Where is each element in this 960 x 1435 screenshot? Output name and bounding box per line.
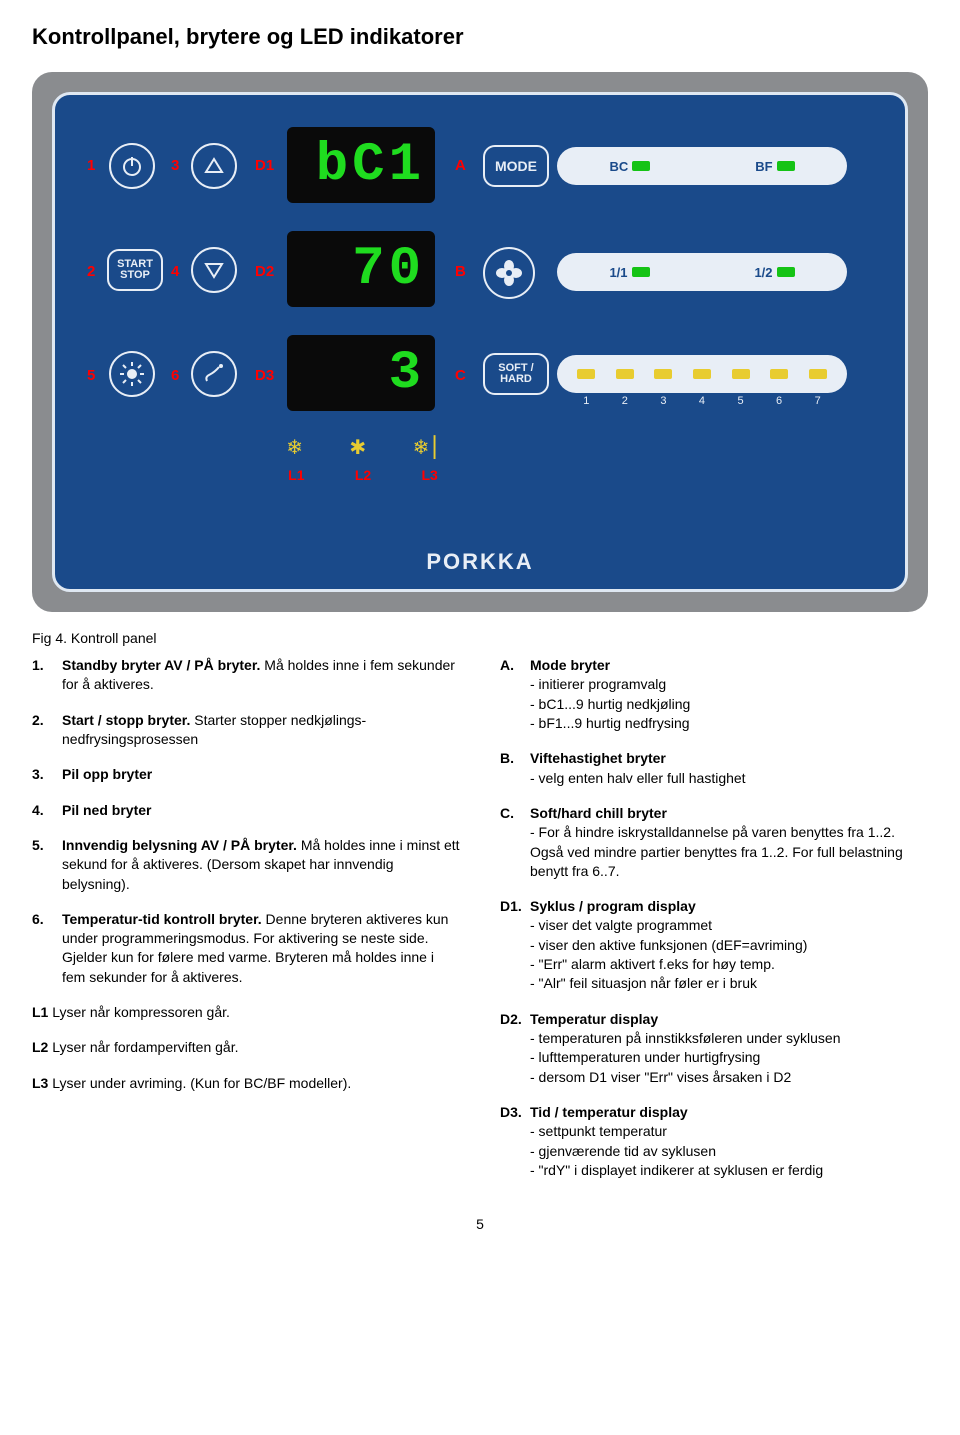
led-sh-4 [693, 369, 711, 379]
label-D1: D1 [255, 157, 274, 174]
description-columns: 1.Standby bryter AV / PÅ bryter. Må hold… [32, 652, 928, 1196]
down-button[interactable] [191, 247, 237, 293]
up-button[interactable] [191, 143, 237, 189]
led-sh-7 [809, 369, 827, 379]
page-number: 5 [32, 1216, 928, 1232]
panel-frame: 1 3 D1 bC1 A MODE BC BF 2 START STOP 4 [32, 72, 928, 612]
figure-caption: Fig 4. Kontroll panel [32, 630, 928, 646]
pill-softhard [557, 355, 847, 393]
item-C: C.Soft/hard chill bryter- For å hindre i… [500, 804, 928, 881]
panel-blue: 1 3 D1 bC1 A MODE BC BF 2 START STOP 4 [52, 92, 908, 592]
soft-hard-button[interactable]: SOFT / HARD [483, 353, 549, 395]
pill-fan: 1/1 1/2 [557, 253, 847, 291]
display-1: bC1 [287, 127, 435, 203]
triangle-up-icon [203, 155, 225, 177]
led-sh-5 [732, 369, 750, 379]
label-L3: L3 [421, 467, 437, 483]
pill-bc: BC [609, 159, 650, 174]
label-D2: D2 [255, 263, 274, 280]
label-C: C [455, 367, 466, 384]
led-sh-1 [577, 369, 595, 379]
pill-12: 1/2 [754, 265, 794, 280]
item-A: A.Mode bryter- initierer programvalg- bC… [500, 656, 928, 733]
label-D3: D3 [255, 367, 274, 384]
pill-mode: BC BF [557, 147, 847, 185]
label-L2: L2 [355, 467, 371, 483]
label-5: 5 [87, 367, 95, 384]
triangle-down-icon [203, 259, 225, 281]
right-column: A.Mode bryter- initierer programvalg- bC… [500, 652, 928, 1196]
line-L2: L2 Lyser når fordamperviften går. [32, 1038, 460, 1057]
bulb-icon [119, 361, 145, 387]
defrost-icon: ❄⎮ [413, 435, 440, 460]
item-B: B.Viftehastighet bryter- velg enten halv… [500, 749, 928, 788]
status-icons: ❄ ✱ ❄⎮ [263, 435, 463, 460]
label-4: 4 [171, 263, 179, 280]
item-1: 1.Standby bryter AV / PÅ bryter. Må hold… [32, 656, 460, 695]
display-2: 70 [287, 231, 435, 307]
led-12 [777, 267, 795, 277]
label-1: 1 [87, 157, 95, 174]
item-3: 3.Pil opp bryter [32, 765, 460, 784]
label-L1: L1 [288, 467, 304, 483]
mode-button[interactable]: MODE [483, 145, 549, 187]
led-bc [632, 161, 650, 171]
led-sh-6 [770, 369, 788, 379]
fan-small-icon: ✱ [349, 435, 366, 460]
item-D1: D1.Syklus / program display- viser det v… [500, 897, 928, 994]
power-button[interactable] [109, 143, 155, 189]
item-6: 6.Temperatur-tid kontroll bryter. Denne … [32, 910, 460, 987]
item-D3: D3.Tid / temperatur display- settpunkt t… [500, 1103, 928, 1180]
item-5: 5.Innvendig belysning AV / PÅ bryter. Må… [32, 836, 460, 894]
label-A: A [455, 157, 466, 174]
brand-logo: PORKKA [426, 549, 533, 575]
led-sh-2 [616, 369, 634, 379]
light-button[interactable] [109, 351, 155, 397]
label-B: B [455, 263, 466, 280]
display-3: 3 [287, 335, 435, 411]
item-2: 2.Start / stopp bryter. Starter stopper … [32, 711, 460, 750]
pill-11: 1/1 [609, 265, 649, 280]
start-stop-button[interactable]: START STOP [107, 249, 163, 291]
fan-icon [494, 258, 524, 288]
led-11 [632, 267, 650, 277]
left-column: 1.Standby bryter AV / PÅ bryter. Må hold… [32, 652, 460, 1196]
line-L3: L3 Lyser under avriming. (Kun for BC/BF … [32, 1074, 460, 1093]
snowflake-icon: ❄ [286, 435, 303, 460]
softhard-numbers: 1234567 [567, 395, 837, 407]
led-bf [777, 161, 795, 171]
pill-bf: BF [755, 159, 794, 174]
temp-time-button[interactable] [191, 351, 237, 397]
l-labels: L1 L2 L3 [263, 467, 463, 483]
led-sh-3 [654, 369, 672, 379]
probe-icon [201, 361, 227, 387]
fan-button[interactable] [483, 247, 535, 299]
label-6: 6 [171, 367, 179, 384]
label-3: 3 [171, 157, 179, 174]
line-L1: L1 Lyser når kompressoren går. [32, 1003, 460, 1022]
power-icon [120, 154, 144, 178]
item-D2: D2.Temperatur display- temperaturen på i… [500, 1010, 928, 1087]
item-4: 4.Pil ned bryter [32, 801, 460, 820]
page-title: Kontrollpanel, brytere og LED indikatore… [32, 24, 928, 50]
label-2: 2 [87, 263, 95, 280]
